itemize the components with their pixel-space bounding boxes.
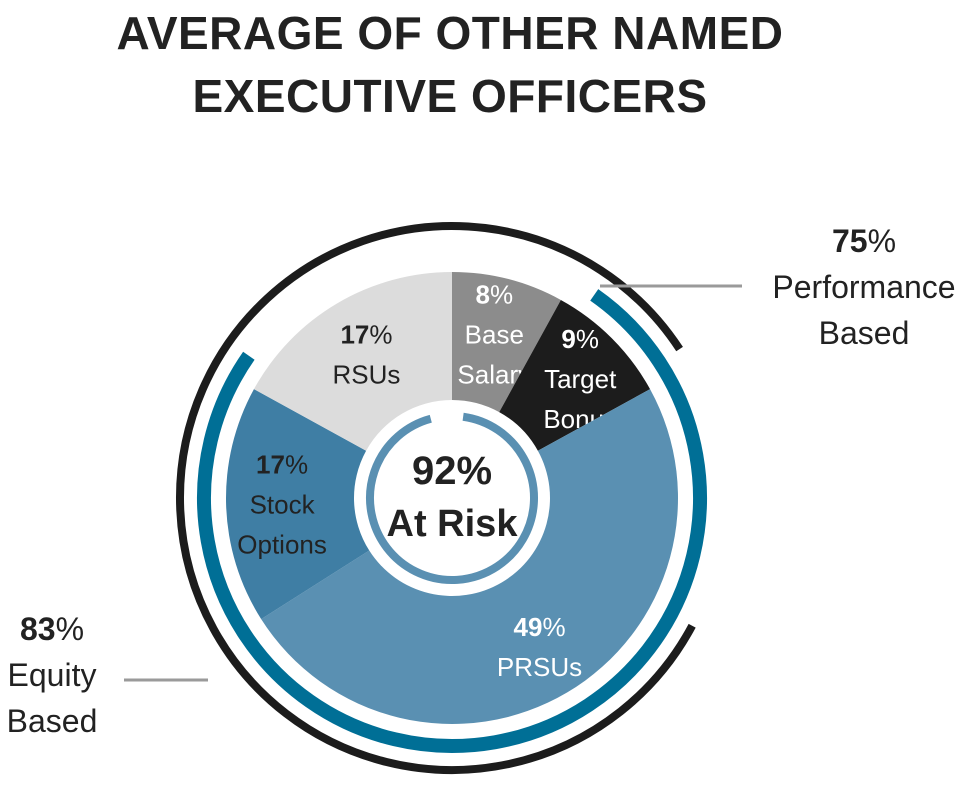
slice-base-salary (452, 272, 561, 413)
at-risk-inner-ring (366, 412, 538, 584)
arc-performance-based (197, 289, 707, 753)
arc-value-label-performance-based: 75% (832, 223, 896, 259)
arc-equity-based (176, 222, 696, 774)
center-caption-label: At Risk (387, 503, 519, 545)
slice-value-label-target-bonus: 9% (561, 324, 599, 354)
slice-category-label-base-salary-1: Base (465, 319, 524, 349)
arc-category-label-equity-based-2: Based (7, 703, 98, 739)
slice-value-label-rsus: 17% (340, 319, 392, 349)
chart-title-line-2: EXECUTIVE OFFICERS (192, 70, 708, 122)
slice-value-label-stock-options: 17% (256, 449, 308, 479)
slice-target-bonus (499, 299, 651, 451)
slice-category-label-prsus-1: PRSUs (497, 652, 582, 682)
slice-value-label-prsus: 49% (514, 612, 566, 642)
slice-stock-options (225, 389, 370, 620)
arc-category-label-performance-based-1: Performance (772, 269, 955, 305)
arc-category-label-equity-based-1: Equity (8, 657, 97, 693)
slice-category-label-rsus-1: RSUs (333, 359, 401, 389)
slice-category-label-target-bonus-1: Target (544, 364, 617, 394)
slice-category-label-stock-options-1: Stock (250, 489, 316, 519)
arc-value-label-equity-based: 83% (20, 611, 84, 647)
slice-category-label-stock-options-2: Options (237, 529, 327, 559)
chart-title-line-1: AVERAGE OF OTHER NAMED (116, 7, 784, 59)
arc-category-label-performance-based-2: Based (819, 315, 910, 351)
center-value-label: 92% (412, 449, 492, 493)
slice-rsus (253, 272, 452, 451)
slice-value-label-base-salary: 8% (475, 279, 513, 309)
slice-prsus (261, 389, 678, 724)
